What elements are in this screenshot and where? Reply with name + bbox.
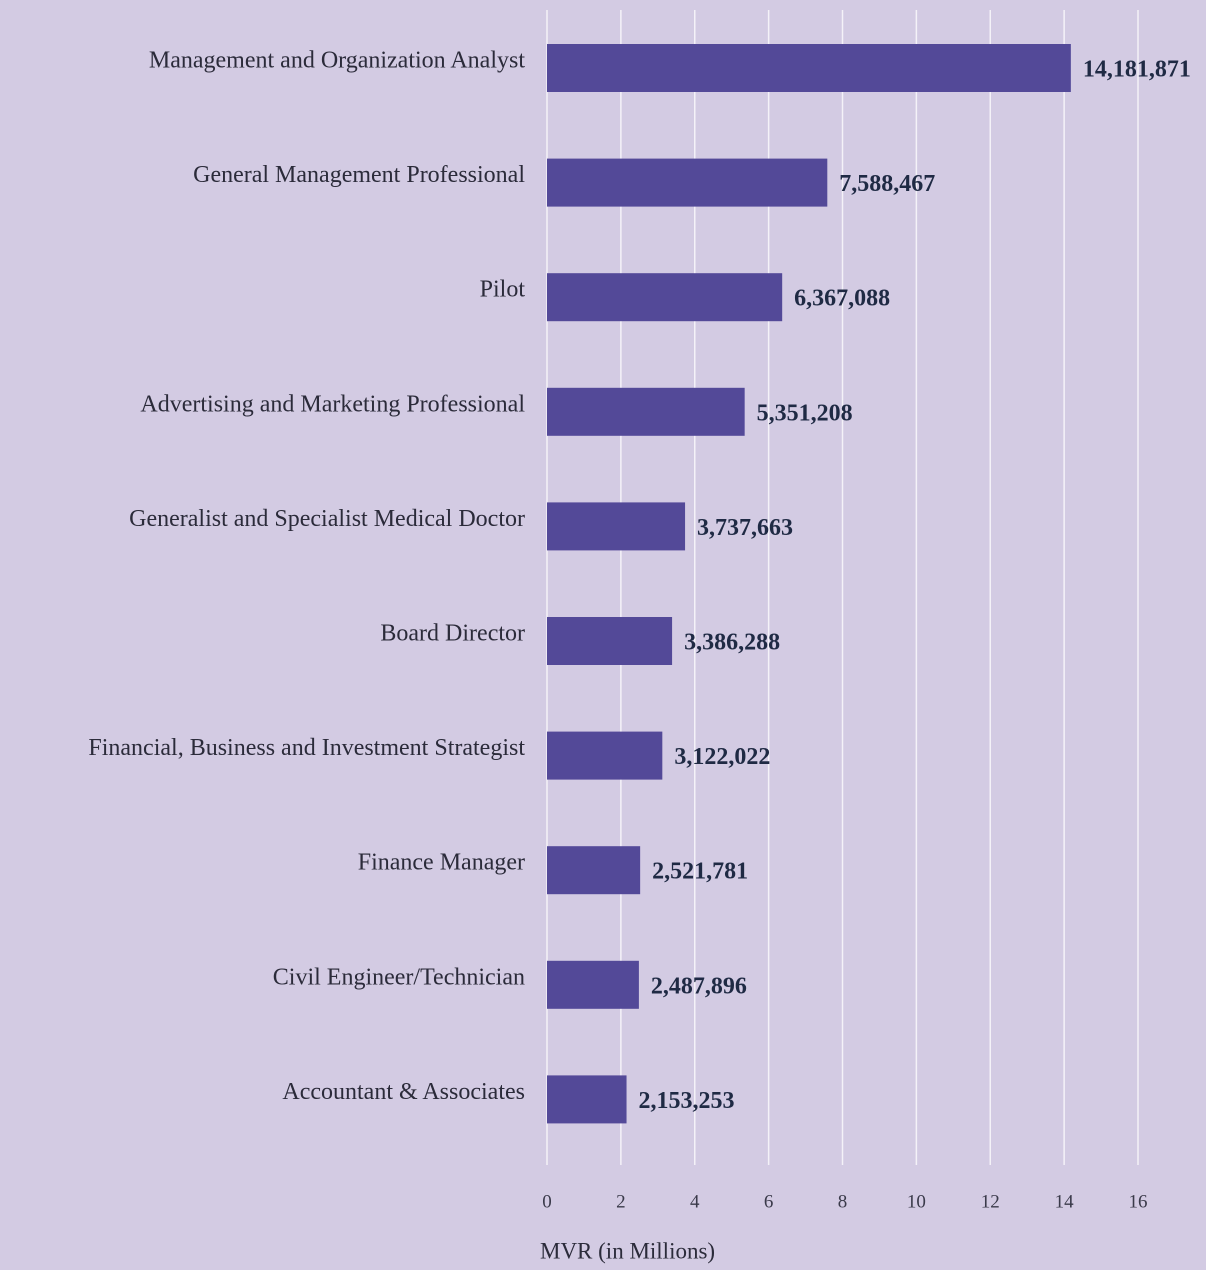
bar <box>547 502 686 551</box>
x-tick-label: 4 <box>690 1191 700 1212</box>
x-tick-label: 16 <box>1129 1191 1148 1212</box>
bar <box>547 273 783 322</box>
bar <box>547 158 828 207</box>
y-tick-label: Pilot <box>480 277 526 303</box>
x-axis-label: MVR (in Millions) <box>540 1238 715 1263</box>
x-tick-label: 0 <box>542 1191 552 1212</box>
y-tick-label: Generalist and Specialist Medical Doctor <box>129 506 525 532</box>
value-label: 3,386,288 <box>684 630 780 656</box>
x-tick-label: 6 <box>764 1191 774 1212</box>
bar <box>547 731 663 780</box>
bar <box>547 846 641 895</box>
x-tick-label: 8 <box>838 1191 848 1212</box>
value-label: 2,487,896 <box>651 973 747 999</box>
value-label: 3,122,022 <box>674 744 770 770</box>
y-tick-label: Advertising and Marketing Professional <box>140 391 525 417</box>
x-tick-label: 2 <box>616 1191 626 1212</box>
value-label: 7,588,467 <box>839 171 935 197</box>
bar <box>547 960 639 1009</box>
value-label: 5,351,208 <box>757 400 853 426</box>
x-tick-label: 10 <box>907 1191 926 1212</box>
y-tick-label: Civil Engineer/Technician <box>273 964 525 990</box>
y-tick-label: Accountant & Associates <box>282 1079 525 1105</box>
bar <box>547 1075 627 1124</box>
bar <box>547 44 1071 92</box>
y-tick-label: Management and Organization Analyst <box>149 48 525 74</box>
value-label: 14,181,871 <box>1083 57 1191 83</box>
y-tick-label: General Management Professional <box>193 162 525 188</box>
bar <box>547 387 745 436</box>
x-tick-label: 14 <box>1055 1191 1075 1212</box>
value-label: 2,153,253 <box>639 1088 735 1114</box>
y-tick-label: Financial, Business and Investment Strat… <box>88 735 525 761</box>
value-label: 6,367,088 <box>794 286 890 312</box>
value-label: 3,737,663 <box>697 515 793 541</box>
y-tick-label: Board Director <box>380 621 525 647</box>
x-tick-label: 12 <box>981 1191 1000 1212</box>
y-tick-label: Finance Manager <box>358 850 525 876</box>
value-label: 2,521,781 <box>652 859 748 885</box>
bar <box>547 617 673 665</box>
